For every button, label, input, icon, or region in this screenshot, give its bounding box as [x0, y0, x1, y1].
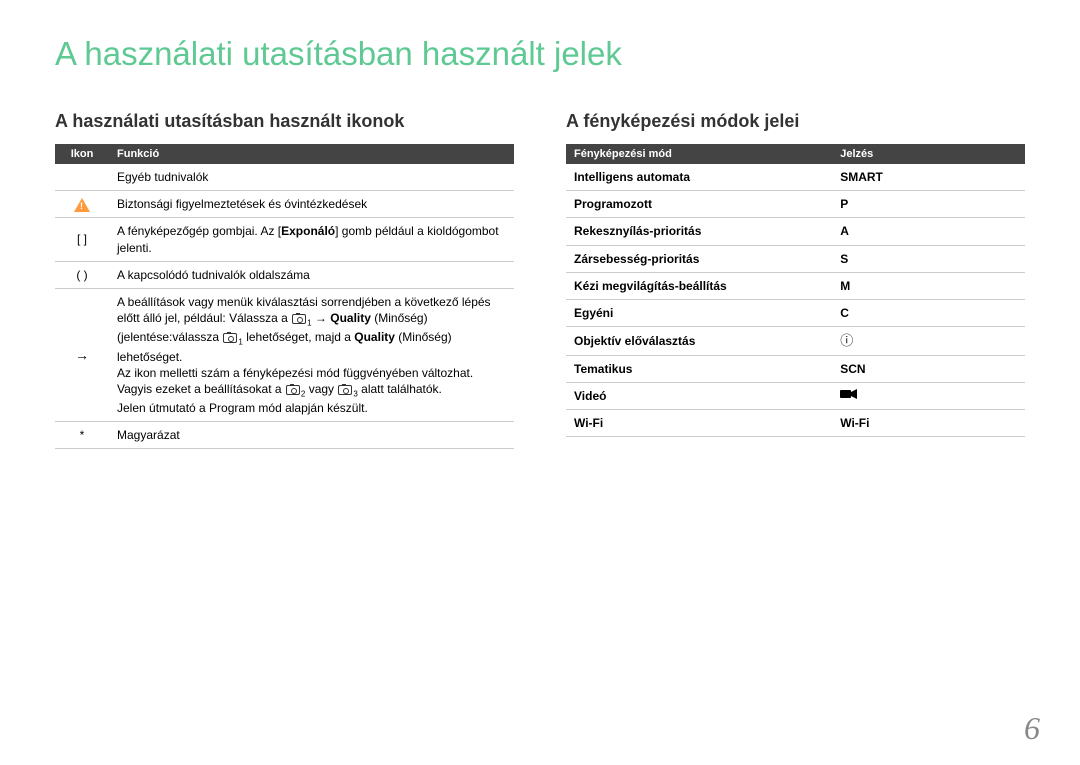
th-icon: Ikon: [55, 144, 109, 164]
th-mark: Jelzés: [832, 144, 1025, 164]
mode-label: Rekesznyílás-prioritás: [566, 218, 832, 245]
cell-text: Biztonsági figyelmeztetések és óvintézke…: [109, 191, 514, 218]
cell-text: Egyéb tudnivalók: [109, 164, 514, 191]
video-icon: [832, 382, 1025, 409]
table-row: [ ] A fényképezőgép gombjai. Az [Exponál…: [55, 218, 514, 261]
camera-icon: [286, 385, 300, 395]
camera-icon: [292, 314, 306, 324]
mode-mark: A: [832, 218, 1025, 245]
table-row: Kézi megvilágítás-beállítás M: [566, 272, 1025, 299]
table-row: ( ) A kapcsolódó tudnivalók oldalszáma: [55, 261, 514, 288]
mode-label: Egyéni: [566, 299, 832, 326]
camera-icon: [338, 385, 352, 395]
table-row: Tematikus SCN: [566, 355, 1025, 382]
modes-table: Fényképezési mód Jelzés Intelligens auto…: [566, 144, 1025, 437]
cell-text: A beállítások vagy menük kiválasztási so…: [109, 288, 514, 421]
mode-label: Kézi megvilágítás-beállítás: [566, 272, 832, 299]
left-heading: A használati utasításban használt ikonok: [55, 111, 514, 132]
icons-table: Ikon Funkció Egyéb tudnivalók Biztonsági…: [55, 144, 514, 449]
mode-label: Programozott: [566, 191, 832, 218]
table-row: Videó: [566, 382, 1025, 409]
cell-icon: [55, 164, 109, 191]
arrow-icon: →: [55, 288, 109, 421]
warning-icon: [74, 198, 90, 212]
mode-label: Tematikus: [566, 355, 832, 382]
table-row: Programozott P: [566, 191, 1025, 218]
th-mode: Fényképezési mód: [566, 144, 832, 164]
cell-text: A kapcsolódó tudnivalók oldalszáma: [109, 261, 514, 288]
mode-mark: Wi-Fi: [832, 410, 1025, 437]
mode-label: Intelligens automata: [566, 164, 832, 191]
table-row: * Magyarázat: [55, 422, 514, 449]
page-title: A használati utasításban használt jelek: [55, 35, 1025, 73]
cell-icon: [ ]: [55, 218, 109, 261]
mode-mark: SMART: [832, 164, 1025, 191]
content-columns: A használati utasításban használt ikonok…: [55, 111, 1025, 449]
mode-label: Zársebesség-prioritás: [566, 245, 832, 272]
mode-label: Videó: [566, 382, 832, 409]
table-row: → A beállítások vagy menük kiválasztási …: [55, 288, 514, 421]
right-heading: A fényképezési módok jelei: [566, 111, 1025, 132]
mode-mark: C: [832, 299, 1025, 326]
page-number: 6: [1024, 710, 1040, 747]
right-column: A fényképezési módok jelei Fényképezési …: [566, 111, 1025, 449]
table-row: Wi-Fi Wi-Fi: [566, 410, 1025, 437]
mode-label: Objektív előválasztás: [566, 327, 832, 356]
th-function: Funkció: [109, 144, 514, 164]
cell-text: Magyarázat: [109, 422, 514, 449]
table-row: Egyéb tudnivalók: [55, 164, 514, 191]
cell-text: A fényképezőgép gombjai. Az [Exponáló] g…: [109, 218, 514, 261]
table-row: Egyéni C: [566, 299, 1025, 326]
cell-icon: ( ): [55, 261, 109, 288]
table-row: Rekesznyílás-prioritás A: [566, 218, 1025, 245]
left-column: A használati utasításban használt ikonok…: [55, 111, 514, 449]
table-row: Biztonsági figyelmeztetések és óvintézke…: [55, 191, 514, 218]
table-row: Intelligens automata SMART: [566, 164, 1025, 191]
table-row: Objektív előválasztás ⓘ: [566, 327, 1025, 356]
camera-icon: [223, 333, 237, 343]
mode-mark: SCN: [832, 355, 1025, 382]
table-row: Zársebesség-prioritás S: [566, 245, 1025, 272]
mode-mark: P: [832, 191, 1025, 218]
cell-icon: [55, 191, 109, 218]
mode-mark: M: [832, 272, 1025, 299]
cell-icon: *: [55, 422, 109, 449]
mode-label: Wi-Fi: [566, 410, 832, 437]
lens-icon: ⓘ: [832, 327, 1025, 356]
mode-mark: S: [832, 245, 1025, 272]
